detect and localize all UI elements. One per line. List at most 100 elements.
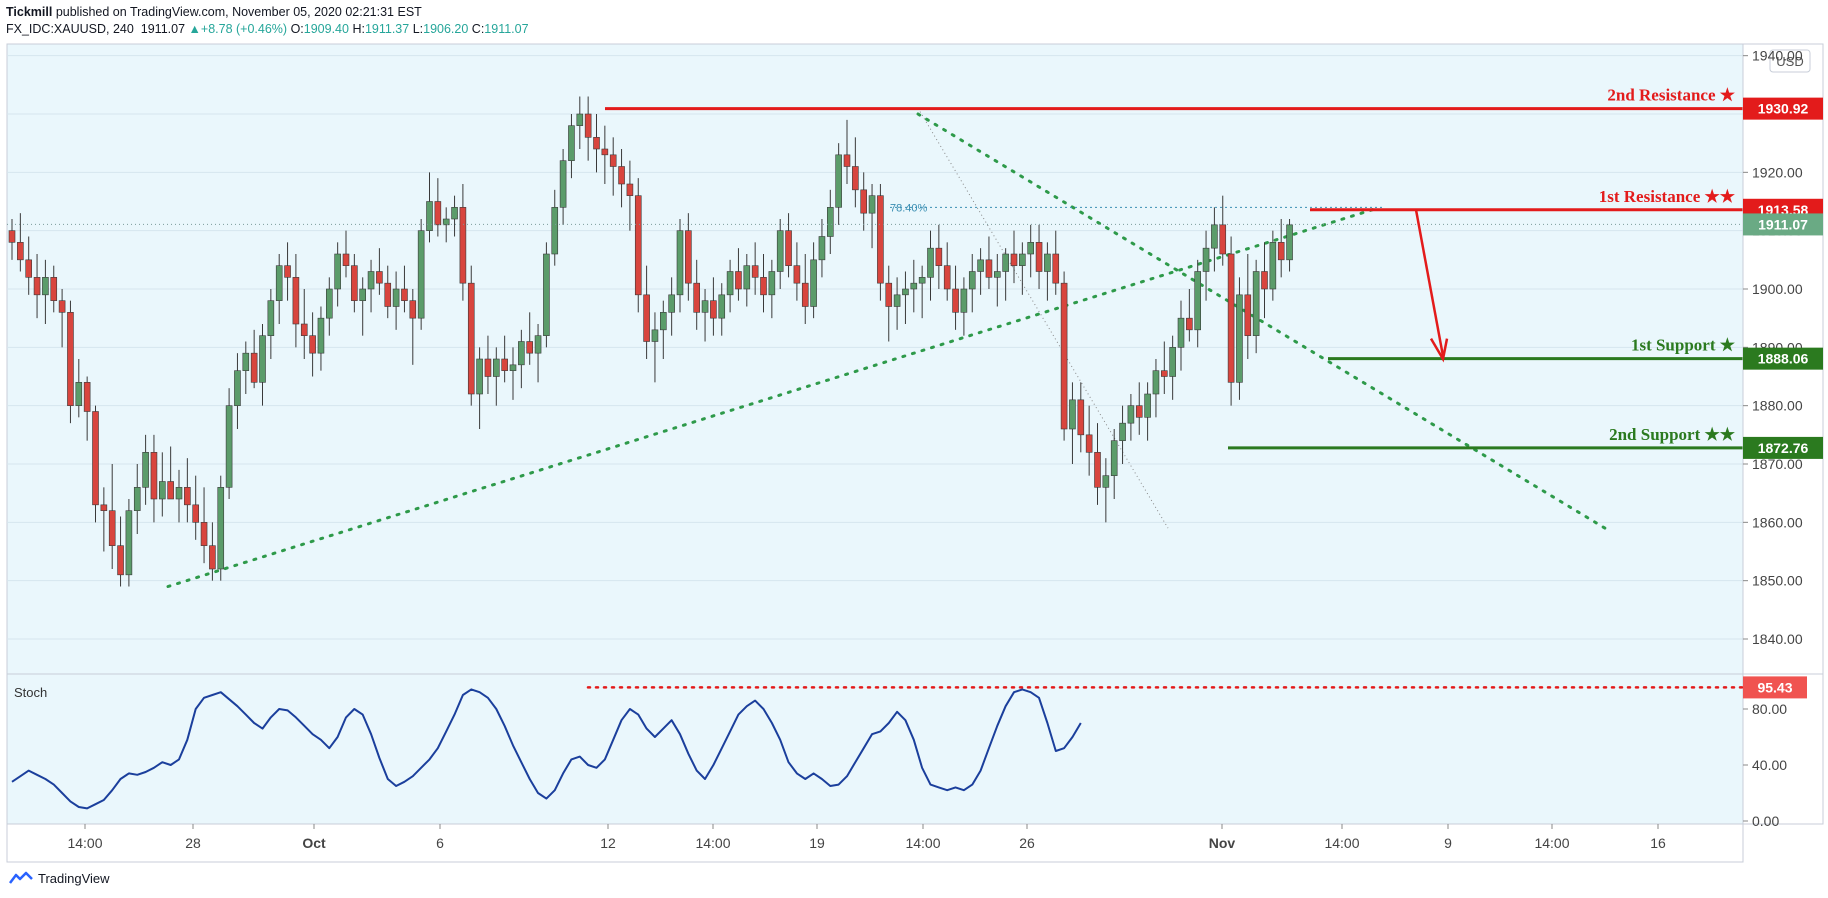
- candle-body: [977, 259, 984, 272]
- time-tick-label: 14:00: [695, 835, 730, 851]
- candle-body: [801, 282, 809, 307]
- candle-body: [1211, 224, 1218, 249]
- candle-body: [1002, 253, 1009, 272]
- low-value: 1906.20: [423, 22, 469, 36]
- candle-body: [167, 481, 174, 500]
- stoch-pane[interactable]: Stoch: [6, 673, 1824, 825]
- candle-body: [718, 294, 726, 319]
- candle-body: [609, 154, 617, 167]
- time-tick-label: 12: [600, 835, 616, 851]
- stoch-tick-label: 40.00: [1752, 757, 1787, 773]
- candle-body: [993, 271, 1001, 278]
- price-tick-label: 1850.00: [1752, 573, 1803, 589]
- price-tick-label: 1900.00: [1752, 281, 1803, 297]
- drawing-annotations: 78.40%: [166, 107, 1607, 588]
- candle-body: [392, 288, 400, 307]
- candle-body: [1194, 271, 1201, 331]
- candle-body: [1019, 253, 1026, 266]
- candle-body: [150, 452, 158, 500]
- level-price-tag: [1743, 97, 1823, 120]
- candle-body: [985, 259, 993, 278]
- level-price-tag-text: 1930.92: [1758, 101, 1809, 117]
- candle-body: [501, 358, 508, 371]
- candle-body: [710, 300, 717, 319]
- candle-body: [200, 522, 208, 546]
- candle-body: [526, 341, 534, 354]
- rising-trendline: [166, 205, 1382, 588]
- footer-brand[interactable]: TradingView: [38, 870, 110, 886]
- candle-body: [576, 113, 584, 126]
- candle-body: [568, 125, 575, 161]
- candle-body: [543, 253, 550, 336]
- stoch-pane-background: [6, 673, 1744, 825]
- candle-body: [83, 382, 91, 412]
- candle-body: [1161, 370, 1168, 377]
- support-resistance-levels: 2nd Resistance ★ 1st Resistance ★★ 1st Sup…: [7, 86, 1743, 450]
- candle-body: [668, 294, 675, 313]
- publisher-name[interactable]: Tickmill: [6, 5, 53, 19]
- candle-body: [1110, 440, 1118, 476]
- candle-body: [242, 352, 250, 371]
- candle-body: [225, 405, 233, 488]
- stoch-title: Stoch: [14, 685, 47, 700]
- current-price-tag: [1743, 213, 1823, 236]
- fib-range-line: [917, 107, 1169, 529]
- candle-body: [1069, 399, 1076, 430]
- candle-body: [693, 282, 701, 313]
- candle-body: [1144, 393, 1151, 418]
- candle-body: [793, 265, 801, 284]
- candle-body: [785, 230, 792, 266]
- candle-body: [634, 195, 642, 296]
- candle-body: [492, 358, 500, 377]
- candle-body: [175, 487, 183, 500]
- candle-body: [300, 323, 308, 336]
- candle-body: [1135, 405, 1143, 418]
- time-tick-label: 28: [185, 835, 201, 851]
- candle-body: [860, 189, 868, 214]
- time-axis[interactable]: [6, 823, 1744, 863]
- candle-body: [1186, 317, 1193, 331]
- candle-body: [342, 253, 350, 266]
- up-arrow-icon: ▲: [188, 22, 201, 36]
- high-label: H:: [352, 22, 365, 36]
- time-tick-label: 26: [1019, 835, 1035, 851]
- projection-arrow-head: [1429, 337, 1449, 363]
- candle-body: [309, 335, 316, 354]
- candle-body: [826, 207, 834, 237]
- candle-body: [885, 282, 893, 307]
- candle-body: [893, 294, 901, 307]
- stoch-level-tag: [1743, 676, 1807, 699]
- candle-body: [434, 201, 442, 226]
- time-tick-label: 16: [1650, 835, 1666, 851]
- candle-body: [217, 487, 225, 570]
- currency-badge[interactable]: [1769, 49, 1811, 73]
- candle-body: [584, 113, 592, 138]
- projection-arrow-shaft: [1414, 209, 1445, 357]
- symbol-label[interactable]: FX_IDC:XAUUSD, 240: [6, 22, 134, 36]
- open-value: 1909.40: [303, 22, 349, 36]
- time-tick-label: 6: [436, 835, 444, 851]
- candle-body: [317, 317, 325, 354]
- candle-body: [376, 271, 383, 284]
- stoch-tick-label: 0.00: [1752, 813, 1779, 829]
- candle-body: [768, 271, 776, 296]
- time-tick-label: 14:00: [1534, 835, 1569, 851]
- price-tick-label: 1920.00: [1752, 164, 1803, 180]
- stoch-axis-background: [1742, 673, 1824, 825]
- high-value: 1911.37: [364, 22, 410, 36]
- candle-body: [685, 230, 692, 284]
- candle-body: [751, 265, 759, 278]
- low-label: L:: [412, 22, 424, 36]
- candle-body: [192, 504, 199, 523]
- price-tick-label: 1860.00: [1752, 514, 1803, 530]
- candle-body: [626, 183, 634, 196]
- ohlc-line: FX_IDC:XAUUSD, 240 1911.07 ▲+8.78 (+0.46…: [6, 21, 529, 38]
- candle-body: [142, 452, 149, 488]
- support-level-label: 1st Support ★: [1631, 336, 1736, 355]
- candle-body: [125, 510, 133, 576]
- price-tick-label: 1870.00: [1752, 456, 1803, 472]
- candle-body: [659, 312, 667, 331]
- candle-body: [1027, 242, 1034, 255]
